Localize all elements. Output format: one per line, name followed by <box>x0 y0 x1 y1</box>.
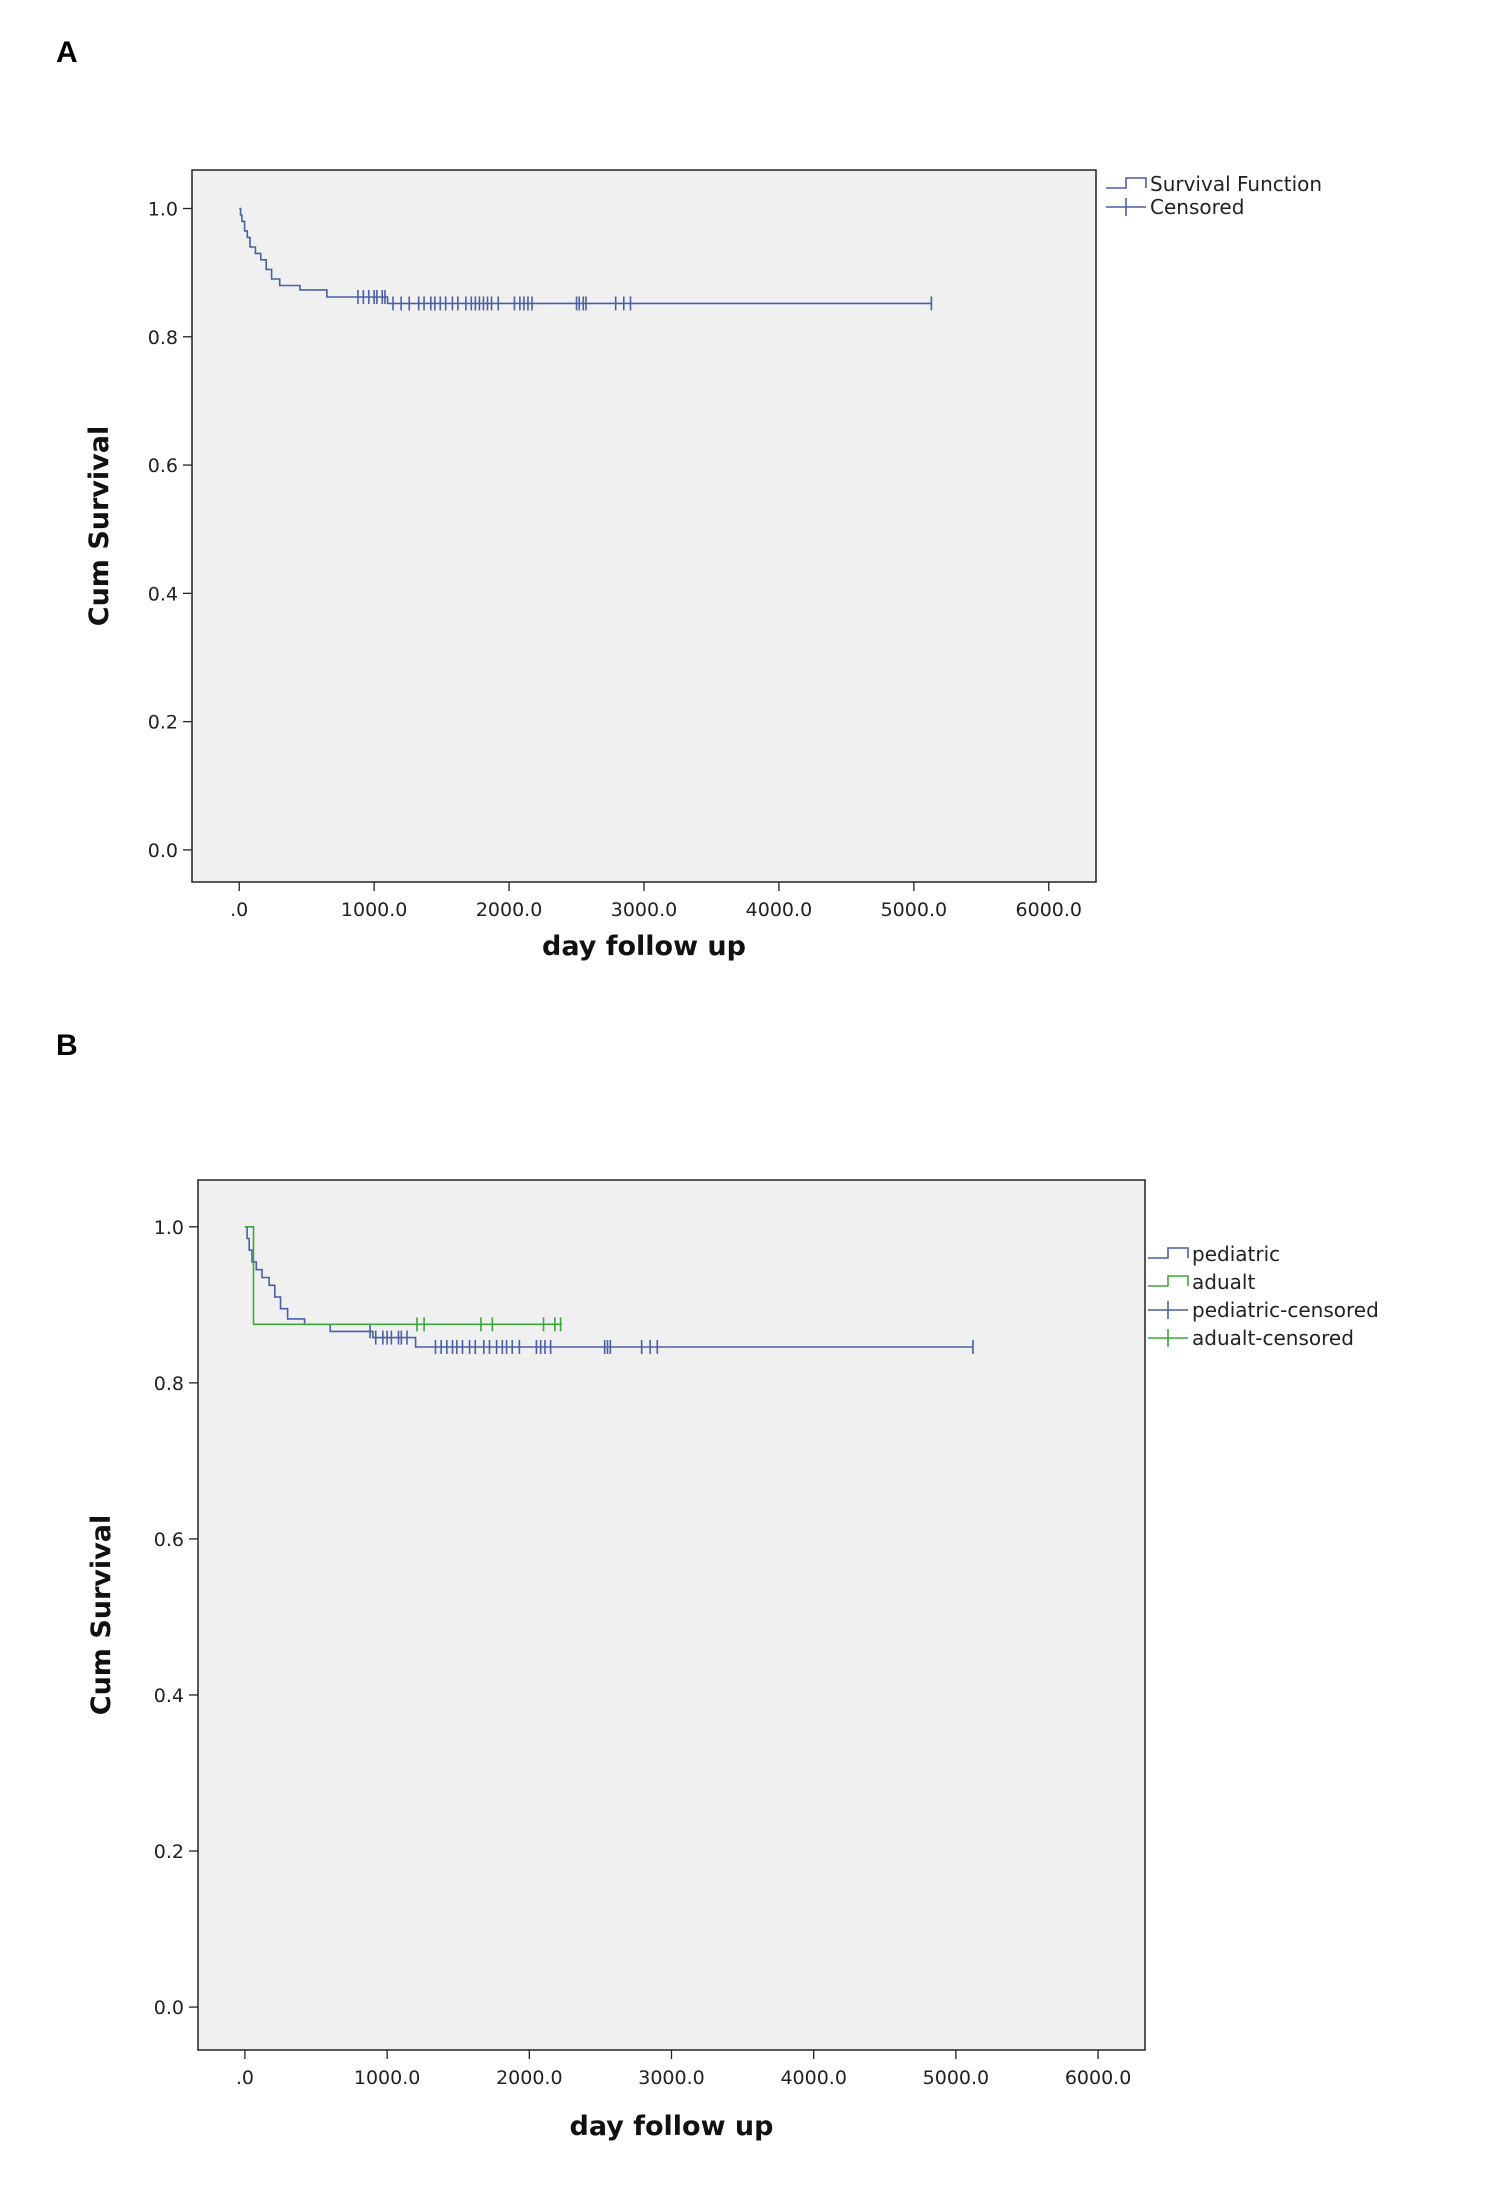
y-tick-label: 0.4 <box>148 583 178 605</box>
x-tick-label: 2000.0 <box>476 899 542 921</box>
survival-curve-pediatric <box>244 1226 973 1348</box>
y-tick-label: 0.0 <box>148 840 178 862</box>
y-tick-label: 0.4 <box>154 1685 184 1707</box>
legend-swatch-step <box>1106 177 1147 189</box>
plot-area <box>197 1179 1146 2051</box>
legend-swatch-step <box>1148 1247 1189 1259</box>
y-tick-label: 0.6 <box>154 1529 184 1551</box>
x-tick-label: 3000.0 <box>638 2067 704 2089</box>
x-tick-label: 1000.0 <box>354 2067 420 2089</box>
legend-swatch-step <box>1148 1275 1189 1287</box>
legend-label: adualt-censored <box>1192 1326 1354 1350</box>
x-tick-label: .0 <box>230 899 248 921</box>
x-tick-label: 4000.0 <box>780 2067 846 2089</box>
x-tick-label: 6000.0 <box>1016 899 1082 921</box>
y-tick-label: 0.8 <box>154 1373 184 1395</box>
y-tick-label: 0.8 <box>148 327 178 349</box>
survival-chart-a: 0.0 0.2 0.4 0.6 0.8 1.0 .0 1000.0 2000.0 3000.0 40… <box>84 169 1322 962</box>
y-axis-title: Cum Survival <box>86 1515 117 1715</box>
legend-label: Censored <box>1150 195 1244 219</box>
legend-label: pediatric <box>1192 1242 1280 1266</box>
y-tick-label: 0.0 <box>154 1997 184 2019</box>
survival-curve-adualt <box>244 1226 562 1326</box>
legend-label: adualt <box>1192 1270 1255 1294</box>
y-tick-label: 0.6 <box>148 455 178 477</box>
plot-area <box>191 169 1097 883</box>
survival-chart-b: 0.0 0.2 0.4 0.6 0.8 1.0 .0 1000.0 2000.0 3000.0 40… <box>86 1179 1379 2142</box>
x-axis-title: day follow up <box>570 2111 774 2142</box>
legend-label: pediatric-censored <box>1192 1298 1379 1322</box>
y-tick-label: 1.0 <box>154 1217 184 1239</box>
x-tick-label: 4000.0 <box>746 899 812 921</box>
x-tick-label: 3000.0 <box>611 899 677 921</box>
x-axis-title: day follow up <box>542 931 746 962</box>
y-tick-label: 0.2 <box>148 712 178 734</box>
panel-label-b: B <box>56 1029 78 1062</box>
y-axis-title: Cum Survival <box>84 426 115 626</box>
x-tick-label: 6000.0 <box>1065 2067 1131 2089</box>
x-tick-label: 2000.0 <box>496 2067 562 2089</box>
x-tick-label: 5000.0 <box>881 899 947 921</box>
x-tick-label: 5000.0 <box>923 2067 989 2089</box>
panel-label-a: A <box>56 36 78 69</box>
y-tick-label: 0.2 <box>154 1841 184 1863</box>
legend-label: Survival Function <box>1150 172 1322 196</box>
y-tick-label: 1.0 <box>148 198 178 220</box>
x-tick-label: 1000.0 <box>341 899 407 921</box>
x-tick-label: .0 <box>236 2067 254 2089</box>
survival-curve-overall <box>239 207 932 305</box>
